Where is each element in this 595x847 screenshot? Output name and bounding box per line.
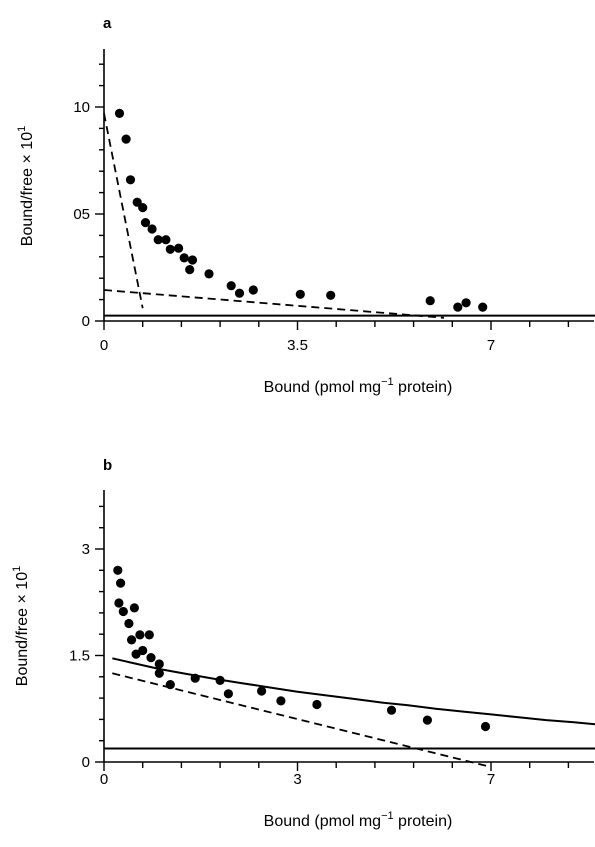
data-point: [190, 673, 200, 683]
y-axis-title-sup: 1: [16, 126, 28, 132]
data-point: [144, 630, 154, 640]
chart-panel-b: b 0 1.5 3 0 3 7 Bound (pmol mg−1 protein) Bound/…: [11, 457, 595, 830]
data-point: [257, 686, 267, 696]
data-point: [461, 298, 471, 308]
data-point: [425, 296, 435, 306]
y-tick-label: 1.5: [69, 648, 90, 665]
data-point: [422, 715, 432, 725]
x-axis-title-main: Bound (pmol mg: [264, 813, 381, 830]
data-point: [114, 598, 124, 608]
x-axis-title-main: Bound (pmol mg: [264, 379, 381, 396]
x-axis-title-sup: −1: [381, 376, 394, 388]
data-point: [114, 108, 125, 118]
x-tick-label: 0: [100, 337, 108, 354]
data-point: [154, 659, 164, 669]
data-point: [140, 218, 151, 228]
x-axis-title-sup: −1: [381, 810, 394, 822]
data-point: [165, 244, 175, 254]
data-point: [138, 645, 148, 656]
x-axis-title-tail: protein): [394, 813, 453, 830]
data-point: [154, 668, 164, 678]
y-axis-title-main: Bound/free × 10: [14, 572, 31, 686]
y-tick-label: 3: [82, 541, 90, 558]
y-tick-label: 05: [73, 206, 90, 223]
x-tick-label: 3: [293, 771, 301, 788]
y-tick-label: 0: [82, 754, 90, 771]
data-point: [204, 269, 214, 279]
y-tick-label: 0: [82, 313, 90, 330]
dashed-fit-line: [103, 113, 144, 309]
data-point: [174, 243, 184, 253]
data-point: [146, 653, 156, 663]
panel-letter: a: [103, 15, 112, 32]
data-point: [248, 285, 258, 295]
data-point: [179, 253, 189, 263]
solid-fit-line: [112, 657, 595, 726]
y-axis-title: Bound/free × 101: [16, 126, 36, 246]
x-tick-label: 3.5: [287, 337, 308, 354]
y-axis-title-main: Bound/free × 10: [19, 132, 36, 246]
data-point: [276, 696, 286, 706]
data-point: [138, 203, 148, 213]
x-axis-title: Bound (pmol mg−1 protein): [264, 810, 453, 830]
data-point: [478, 302, 488, 312]
x-tick-label: 0: [100, 771, 108, 788]
data-point: [386, 705, 397, 715]
y-axis-title-sup: 1: [11, 566, 23, 572]
data-point: [215, 675, 225, 686]
x-axis-title: Bound (pmol mg−1 protein): [264, 376, 453, 396]
data-point: [226, 281, 236, 291]
data-point: [147, 224, 157, 234]
data-point: [187, 255, 198, 265]
data-point: [129, 603, 139, 613]
data-point: [113, 565, 123, 575]
panel-letter: b: [103, 457, 112, 474]
data-point: [326, 290, 336, 300]
dashed-fit-line: [103, 289, 445, 319]
data-point: [453, 302, 463, 312]
data-point: [153, 235, 163, 245]
data-point: [124, 618, 134, 629]
x-tick-label: 7: [487, 771, 495, 788]
data-point: [295, 289, 305, 299]
x-tick-label: 7: [487, 337, 495, 354]
data-point: [161, 235, 171, 245]
data-point: [223, 689, 233, 699]
data-point: [116, 578, 126, 588]
y-axis-title: Bound/free × 101: [11, 566, 31, 686]
data-point: [127, 635, 137, 645]
y-tick-label: 10: [73, 99, 90, 116]
data-point: [118, 606, 128, 617]
data-point: [185, 265, 195, 275]
data-point: [312, 699, 322, 710]
data-point: [480, 721, 491, 732]
data-point: [121, 134, 131, 144]
data-point: [135, 630, 145, 640]
data-point: [234, 288, 245, 298]
data-point: [125, 175, 136, 185]
x-axis-title-tail: protein): [394, 379, 453, 396]
data-point: [165, 680, 175, 690]
